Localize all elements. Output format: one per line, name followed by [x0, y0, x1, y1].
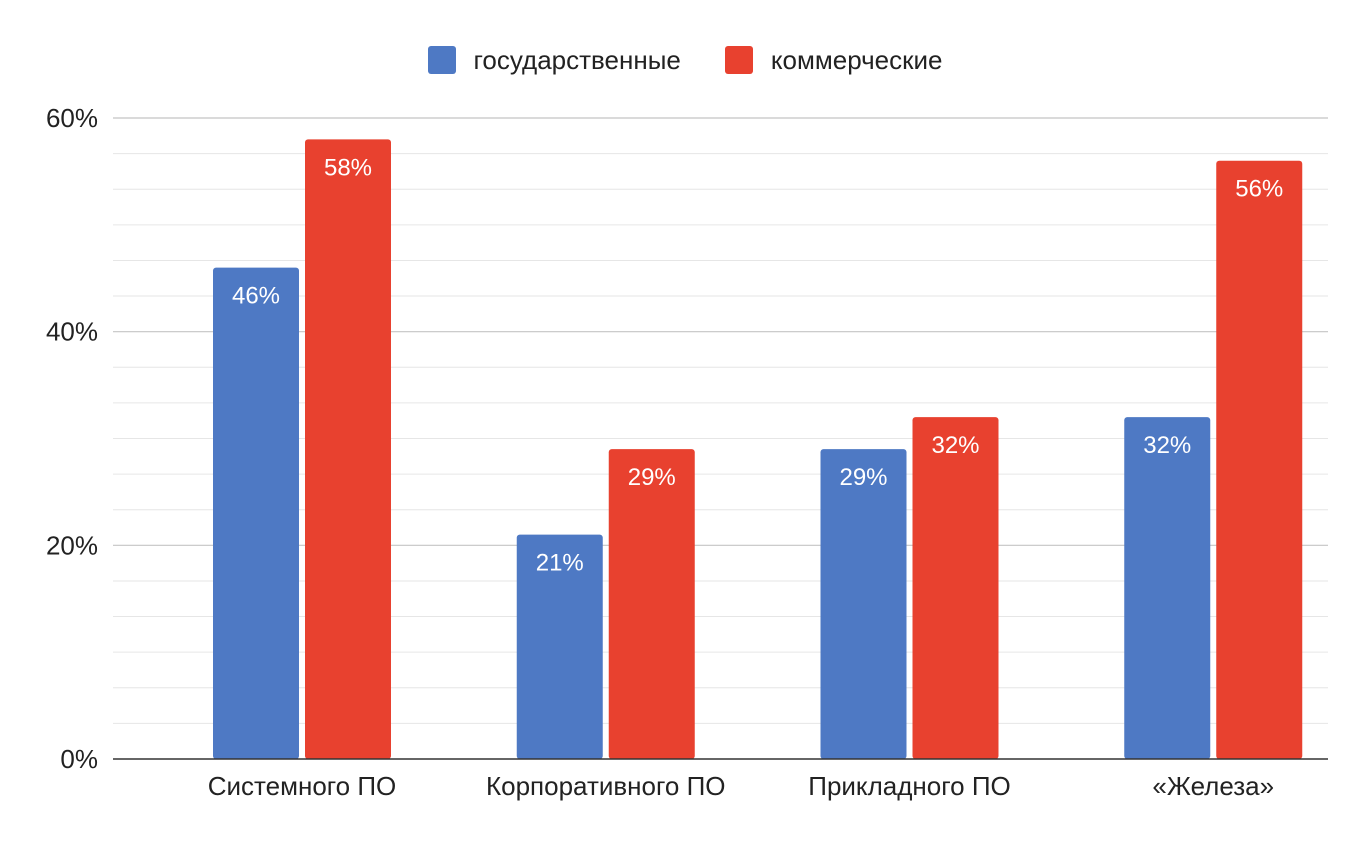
bar-gov [516, 534, 603, 759]
bar-gov [1124, 417, 1211, 759]
legend-swatch-gov [427, 46, 456, 74]
y-tick-label: 40% [46, 317, 98, 347]
bar-gov [820, 449, 907, 759]
y-tick-label: 20% [46, 530, 98, 560]
y-tick-label: 60% [46, 103, 98, 133]
x-tick-label: Прикладного ПО [808, 771, 1010, 801]
x-tick-label: Системного ПО [208, 771, 397, 801]
bar-commercial [1216, 160, 1303, 759]
data-label: 32% [1143, 432, 1191, 459]
data-label: 29% [628, 464, 676, 491]
legend: государственные коммерческие [0, 40, 1370, 80]
bar-commercial [608, 449, 695, 759]
bar-commercial [305, 139, 391, 759]
legend-swatch-commercial [724, 46, 753, 74]
bar-commercial [912, 417, 999, 759]
y-tick-label: 0% [60, 744, 98, 774]
legend-item-commercial: коммерческие [724, 44, 943, 76]
data-label: 46% [232, 283, 280, 310]
legend-label-gov: государственные [473, 44, 681, 75]
x-tick-label: Корпоративного ПО [486, 771, 726, 801]
legend-item-gov: государственные [427, 44, 681, 76]
data-label: 56% [1235, 176, 1283, 203]
bar-gov [213, 267, 299, 759]
data-label: 29% [839, 464, 887, 491]
data-label: 32% [931, 432, 979, 459]
data-label: 58% [324, 154, 372, 181]
data-label: 21% [536, 550, 584, 577]
x-tick-label: «Железа» [1152, 771, 1274, 801]
legend-label-commercial: коммерческие [770, 44, 943, 75]
